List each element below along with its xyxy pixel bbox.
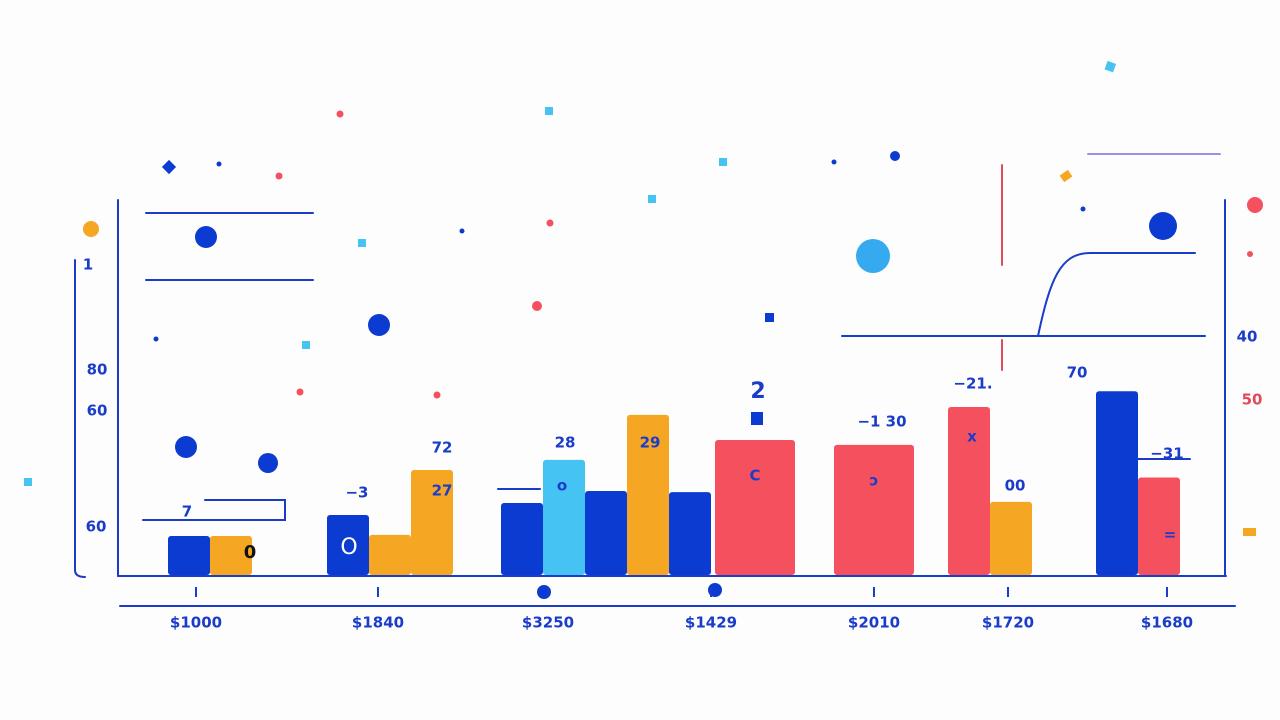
square — [765, 313, 774, 322]
rule — [142, 499, 286, 521]
annotation: 28 — [555, 434, 576, 452]
dot — [546, 219, 554, 227]
annotation: 27 — [432, 482, 453, 500]
annotation: −1 30 — [857, 413, 906, 431]
dot — [433, 391, 441, 399]
bar — [585, 491, 627, 575]
square — [1059, 169, 1073, 183]
left-axis-label: 80 — [87, 361, 108, 379]
dot — [296, 388, 304, 396]
bar — [1138, 477, 1180, 575]
bar — [411, 470, 453, 575]
square — [302, 341, 310, 349]
dot — [532, 301, 542, 311]
x-tick-label: $2010 — [848, 614, 900, 632]
left-axis-label: 60 — [87, 402, 108, 420]
square — [719, 158, 727, 166]
dot — [856, 239, 890, 273]
bar — [990, 501, 1032, 575]
annotation: 00 — [1005, 477, 1026, 495]
annotation: −3 — [345, 484, 368, 502]
square — [1243, 528, 1256, 536]
annotation: = — [1164, 526, 1177, 544]
annotation: 72 — [432, 439, 453, 457]
left-axis-label: 1 — [83, 256, 93, 274]
bar — [834, 444, 914, 575]
decorations — [24, 60, 1263, 607]
bar — [1096, 391, 1138, 575]
dot — [275, 172, 283, 180]
square — [24, 478, 32, 486]
annotation: 29 — [640, 434, 661, 452]
annotation: 2 — [750, 379, 765, 404]
x-tick-label: $1429 — [685, 614, 737, 632]
dot — [336, 110, 344, 118]
dot — [1080, 206, 1086, 212]
bar — [627, 414, 669, 575]
dot — [175, 436, 197, 458]
annotation: 70 — [1067, 364, 1088, 382]
x-tick-label: $1720 — [982, 614, 1034, 632]
x-tick-label: $1680 — [1141, 614, 1193, 632]
square — [1104, 60, 1117, 73]
annotation: O — [340, 535, 357, 560]
dot — [890, 151, 900, 161]
annotation: 7 — [182, 503, 192, 521]
annotation: −21. — [953, 375, 992, 393]
annotation: −31 — [1150, 445, 1183, 463]
annotation: o — [557, 477, 567, 495]
dot — [1149, 212, 1177, 240]
annotation: 0 — [244, 542, 257, 563]
dot — [459, 228, 465, 234]
bar — [168, 536, 210, 575]
right-axis-label: 40 — [1237, 328, 1258, 346]
bar — [501, 503, 543, 575]
x-tick-label: $1840 — [352, 614, 404, 632]
dot — [195, 226, 217, 248]
dot — [831, 159, 837, 165]
dot — [1247, 197, 1263, 213]
right-axis-label: 50 — [1242, 391, 1263, 409]
left-axis-label: 60 — [86, 518, 107, 536]
annotation: x — [967, 428, 977, 446]
square — [751, 412, 763, 425]
dot — [216, 161, 222, 167]
dot — [153, 336, 159, 342]
bar — [210, 536, 252, 575]
dot — [1247, 251, 1253, 257]
annotation: C — [749, 467, 760, 485]
x-tick-label: $1000 — [170, 614, 222, 632]
dot — [258, 453, 278, 473]
square — [648, 195, 656, 203]
bar — [669, 492, 711, 575]
bar — [327, 515, 369, 575]
square — [358, 239, 366, 247]
left-bracket — [74, 259, 86, 578]
bar — [369, 534, 411, 575]
dot — [83, 221, 99, 237]
bar — [948, 407, 990, 575]
square — [161, 159, 177, 175]
annotation: ɔ — [870, 472, 879, 490]
bar — [715, 440, 795, 575]
curve — [1037, 252, 1196, 337]
square — [545, 107, 553, 115]
x-tick-label: $3250 — [522, 614, 574, 632]
dot — [368, 314, 390, 336]
bar — [543, 459, 585, 575]
